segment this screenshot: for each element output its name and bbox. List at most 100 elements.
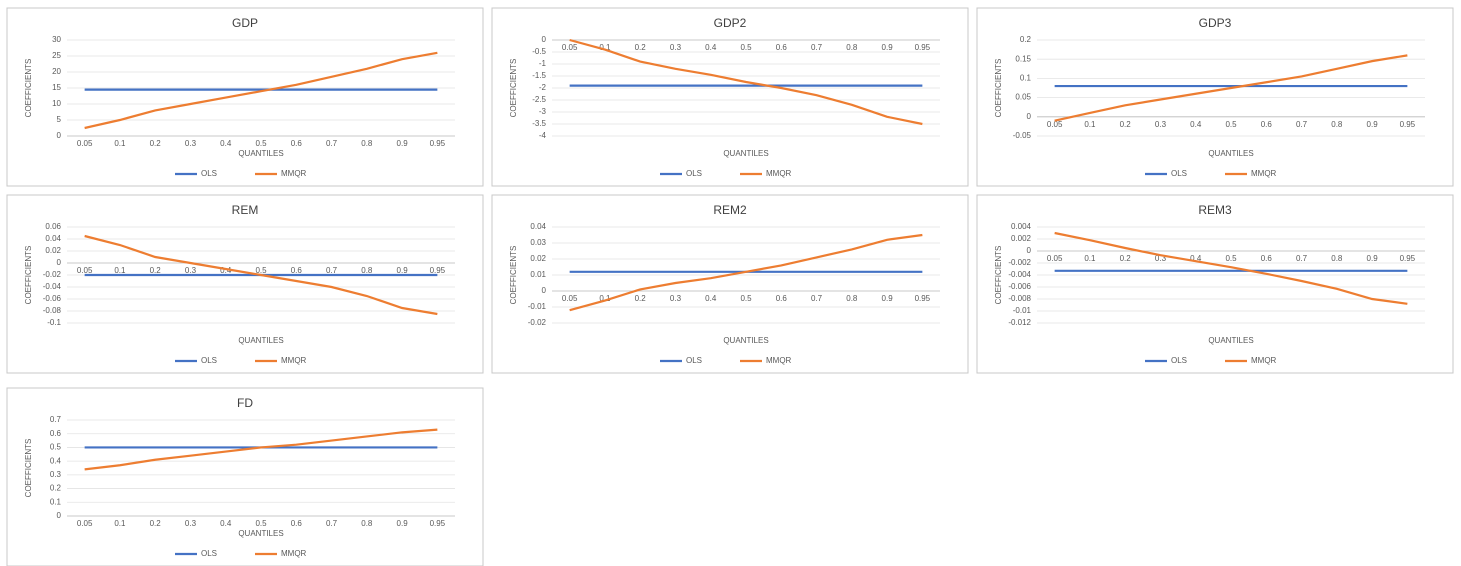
x-tick-label: 0.05 (77, 519, 93, 528)
x-tick-label: 0.2 (150, 519, 162, 528)
y-tick-label: 25 (52, 51, 61, 60)
x-tick-label: 0.2 (635, 294, 647, 303)
y-tick-label: 0.004 (1011, 222, 1032, 231)
legend-label: MMQR (281, 169, 307, 178)
y-tick-label: 0.02 (530, 254, 546, 263)
x-tick-label: 0.3 (670, 43, 682, 52)
panel-border (976, 194, 1454, 374)
series-line (569, 233, 923, 312)
y-tick-label: 0.002 (1011, 234, 1032, 243)
y-tick-label: -0.04 (43, 282, 62, 291)
x-tick-label: 0.95 (430, 139, 446, 148)
x-tick-label: 0.95 (430, 266, 446, 275)
x-tick-label: 0.9 (882, 294, 894, 303)
chart-title: FD (237, 396, 253, 410)
chart-panel: GDP 0 5 10 15 20 25 30 0.05 0.1 0.2 0.3 0.4 0.5 0.6 0.7… (6, 7, 484, 187)
x-tick-label: 0.6 (291, 519, 303, 528)
x-axis-title: QUANTILES (238, 529, 283, 538)
chart-panel: REM2 -0.02 -0.01 0 0.01 0.02 0.03 0.04 0.05 0.1 0.… (491, 194, 969, 374)
x-tick-label: 0.7 (811, 43, 823, 52)
x-tick-label: 0.2 (1120, 254, 1132, 263)
x-axis-title: QUANTILES (1208, 149, 1253, 158)
x-tick-label: 0.3 (670, 294, 682, 303)
chart-panel: FD 0 0.1 0.2 0.3 0.4 0.5 0.6 0.7 0.05 0.1 0.2 0.3 0.4… (6, 387, 484, 566)
y-tick-label: 0.04 (530, 222, 546, 231)
x-tick-label: 0.9 (397, 266, 409, 275)
panel-border (6, 7, 484, 187)
x-tick-label: 0.05 (562, 294, 578, 303)
y-tick-label: -0.004 (1008, 270, 1031, 279)
x-tick-label: 0.95 (1400, 254, 1416, 263)
x-axis-title: QUANTILES (1208, 336, 1253, 345)
y-tick-label: -0.008 (1008, 294, 1031, 303)
x-tick-label: 0.3 (1155, 254, 1167, 263)
chart-panel: GDP2 -4 -3.5 -3 -2.5 -2 -1.5 -1 -0.5 0 0.05 0.1 0.2 0… (491, 7, 969, 187)
x-tick-label: 0.2 (150, 139, 162, 148)
y-tick-label: 0 (1027, 246, 1032, 255)
y-tick-label: 0.6 (50, 429, 62, 438)
x-tick-label: 0.9 (397, 519, 409, 528)
x-tick-label: 0.9 (1367, 120, 1379, 129)
x-axis-title: QUANTILES (723, 149, 768, 158)
chart-panel: REM3 -0.012 -0.01 -0.008 -0.006 -0.004 -0.002 0… (976, 194, 1454, 374)
y-tick-label: 5 (57, 115, 62, 124)
y-axis-title: COEFFICIENTS (24, 246, 33, 305)
legend-label: OLS (686, 169, 702, 178)
x-tick-label: 0.2 (635, 43, 647, 52)
x-tick-label: 0.1 (114, 139, 126, 148)
y-tick-label: 0.05 (1015, 93, 1031, 102)
x-tick-label: 0.4 (1190, 254, 1202, 263)
chart-title: GDP2 (714, 16, 747, 30)
legend-label: MMQR (1251, 169, 1277, 178)
x-tick-label: 0.8 (1331, 254, 1343, 263)
y-tick-label: 0.1 (50, 497, 62, 506)
y-tick-label: 0.7 (50, 415, 62, 424)
y-tick-label: 0.15 (1015, 54, 1031, 63)
x-tick-label: 0.8 (361, 519, 373, 528)
x-tick-label: 0.3 (185, 519, 197, 528)
x-tick-label: 0.5 (255, 139, 267, 148)
x-tick-label: 0.95 (430, 519, 446, 528)
y-tick-label: -0.01 (528, 302, 547, 311)
x-tick-label: 0.4 (1190, 120, 1202, 129)
x-tick-label: 0.6 (291, 266, 303, 275)
chart-panel: GDP3 -0.05 0 0.05 0.1 0.15 0.2 0.05 0.1 0.2 0.3 0.4… (976, 7, 1454, 187)
y-tick-label: -0.08 (43, 306, 62, 315)
x-tick-label: 0.4 (220, 139, 232, 148)
chart-title: REM3 (1198, 203, 1232, 217)
y-tick-label: 20 (52, 67, 61, 76)
y-tick-label: 0.3 (50, 470, 62, 479)
x-tick-label: 0.9 (1367, 254, 1379, 263)
legend-label: MMQR (1251, 356, 1277, 365)
y-tick-label: -1.5 (532, 71, 546, 80)
x-tick-label: 0.2 (150, 266, 162, 275)
series-line (569, 38, 923, 126)
x-tick-label: 0.4 (220, 519, 232, 528)
y-tick-label: 0.1 (1020, 74, 1032, 83)
x-tick-label: 0.7 (326, 519, 338, 528)
series-line (1054, 54, 1408, 122)
x-tick-label: 0.05 (1047, 254, 1063, 263)
y-tick-label: 0.2 (50, 484, 62, 493)
y-tick-label: 0 (542, 286, 547, 295)
series-line (1054, 231, 1408, 305)
series-line (84, 428, 438, 471)
y-tick-label: 0.04 (45, 234, 61, 243)
y-tick-label: -0.5 (532, 47, 546, 56)
x-tick-label: 0.3 (185, 266, 197, 275)
y-tick-label: 0.02 (45, 246, 61, 255)
x-tick-label: 0.4 (220, 266, 232, 275)
panel-border (491, 7, 969, 187)
x-tick-label: 0.8 (1331, 120, 1343, 129)
legend-label: MMQR (766, 356, 792, 365)
y-tick-label: -0.01 (1013, 306, 1032, 315)
y-tick-label: -2 (539, 83, 547, 92)
y-tick-label: -0.012 (1008, 318, 1031, 327)
x-axis-title: QUANTILES (238, 336, 283, 345)
legend-label: MMQR (281, 356, 307, 365)
x-tick-label: 0.6 (1261, 120, 1273, 129)
chart-title: GDP (232, 16, 258, 30)
y-tick-label: 30 (52, 35, 61, 44)
x-tick-label: 0.7 (811, 294, 823, 303)
y-tick-label: 0 (1027, 112, 1032, 121)
